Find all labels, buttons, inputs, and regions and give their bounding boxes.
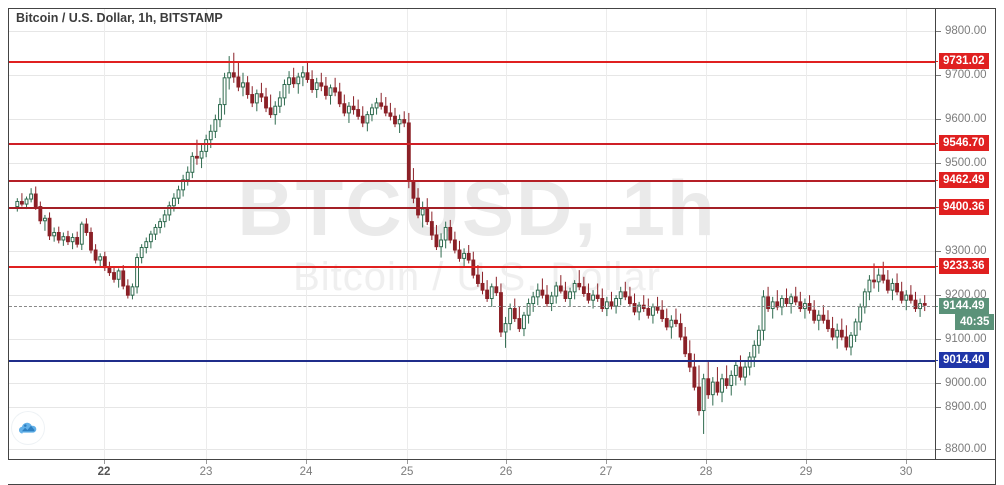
cloud-chart-logo-glyph: [19, 422, 37, 434]
price-badge-tick: [936, 143, 938, 144]
time-tick-label-26: 26: [499, 466, 513, 478]
price-tick-label-9100: 9100.00: [945, 333, 987, 345]
price-tick-label-9800: 9800.00: [945, 25, 987, 37]
price-tick-label-9700: 9700.00: [945, 69, 987, 81]
price-axis[interactable]: 9800.009700.009600.009500.009400.009300.…: [936, 9, 995, 459]
gridline-h-9000: [9, 383, 935, 384]
time-tick-mark: [706, 460, 707, 464]
price-tick-mark: [936, 383, 941, 384]
time-tick-label-27: 27: [599, 466, 613, 478]
gridline-h-9600: [9, 119, 935, 120]
gridline-h-9300: [9, 251, 935, 252]
price-tick-label-9000: 9000.00: [945, 377, 987, 389]
price-tick-mark: [936, 339, 941, 340]
gridline-h-9500: [9, 163, 935, 164]
price-badge-tick: [936, 306, 938, 307]
gridline-h-8900: [9, 407, 935, 408]
chart-border-top: [8, 8, 996, 9]
time-tick-label-25: 25: [400, 466, 414, 478]
gridline-v-30: [906, 9, 907, 459]
gridline-h-9200: [9, 295, 935, 296]
gridline-v-25: [407, 9, 408, 459]
price-badge-resistance-9233-36[interactable]: 9233.36: [936, 258, 989, 274]
price-badge-tick: [936, 180, 938, 181]
chart-plot-area[interactable]: BTCUSD, 1h Bitcoin / U.S. Dollar: [9, 9, 935, 459]
gridline-v-24: [306, 9, 307, 459]
gridline-h-9100: [9, 339, 935, 340]
time-tick-mark: [506, 460, 507, 464]
price-tick-label-9500: 9500.00: [945, 157, 987, 169]
price-tick-mark: [936, 163, 941, 164]
price-tick-mark: [936, 207, 941, 208]
level-line-resistance-9731[interactable]: [9, 61, 935, 63]
time-axis[interactable]: 22 23 24 25 26 27 28 29 30: [9, 460, 935, 484]
time-axis-separator: [8, 459, 996, 460]
time-tick-mark: [906, 460, 907, 464]
price-tick-mark: [936, 75, 941, 76]
time-tick-mark: [306, 460, 307, 464]
price-badge-tick: [936, 61, 938, 62]
time-tick-label-29: 29: [799, 466, 813, 478]
gridline-v-26: [506, 9, 507, 459]
price-badge-tick: [936, 266, 938, 267]
price-badge-support-9014-40[interactable]: 9014.40: [936, 352, 989, 368]
page-title: Bitcoin / U.S. Dollar, 1h, BITSTAMP: [16, 11, 223, 25]
level-line-support-9014[interactable]: [9, 360, 935, 362]
gridline-v-29: [806, 9, 807, 459]
time-tick-mark: [806, 460, 807, 464]
price-tick-mark: [936, 295, 941, 296]
price-tick-mark: [936, 449, 941, 450]
time-tick-mark: [407, 460, 408, 464]
gridline-h-9700: [9, 75, 935, 76]
price-badge-current-price-9144-49[interactable]: 9144.49: [936, 298, 989, 314]
price-tick-label-8900: 8900.00: [945, 401, 987, 413]
price-badge-tick: [936, 207, 938, 208]
level-line-current-price[interactable]: [9, 306, 935, 307]
gridline-v-22: [104, 9, 105, 459]
level-line-resistance-9462[interactable]: [9, 180, 935, 182]
price-tick-label-9300: 9300.00: [945, 245, 987, 257]
time-tick-label-24: 24: [299, 466, 313, 478]
level-line-resistance-9546[interactable]: [9, 143, 935, 145]
price-tick-mark: [936, 31, 941, 32]
gridline-h-8800: [9, 449, 935, 450]
level-line-resistance-9400[interactable]: [9, 207, 935, 209]
price-badge-resistance-9462-49[interactable]: 9462.49: [936, 172, 989, 188]
gridline-v-23: [206, 9, 207, 459]
price-tick-mark: [936, 119, 941, 120]
price-badge-tick: [936, 360, 938, 361]
level-line-resistance-9233[interactable]: [9, 266, 935, 268]
time-tick-mark: [104, 460, 105, 464]
price-axis-separator: [935, 8, 936, 460]
price-badge-resistance-9546-70[interactable]: 9546.70: [936, 135, 989, 151]
time-tick-label-22: 22: [97, 466, 111, 478]
time-tick-label-28: 28: [699, 466, 713, 478]
time-tick-label-23: 23: [199, 466, 213, 478]
candlestick-series: [15, 52, 927, 434]
price-badge-resistance-9400-36[interactable]: 9400.36: [936, 199, 989, 215]
price-tick-label-8800: 8800.00: [945, 443, 987, 455]
chart-border-right: [995, 8, 996, 484]
gridline-h-9800: [9, 31, 935, 32]
price-tick-mark: [936, 251, 941, 252]
price-tick-mark: [936, 407, 941, 408]
chart-border-left: [8, 8, 9, 460]
cloud-chart-logo-icon: [12, 412, 44, 444]
time-tick-label-30: 30: [899, 466, 913, 478]
price-badge-resistance-9731-02[interactable]: 9731.02: [936, 53, 989, 69]
price-tick-label-9600: 9600.00: [945, 113, 987, 125]
time-tick-mark: [206, 460, 207, 464]
bar-countdown-badge: 40:35: [955, 314, 995, 330]
time-tick-mark: [606, 460, 607, 464]
gridline-v-28: [706, 9, 707, 459]
gridline-v-27: [606, 9, 607, 459]
